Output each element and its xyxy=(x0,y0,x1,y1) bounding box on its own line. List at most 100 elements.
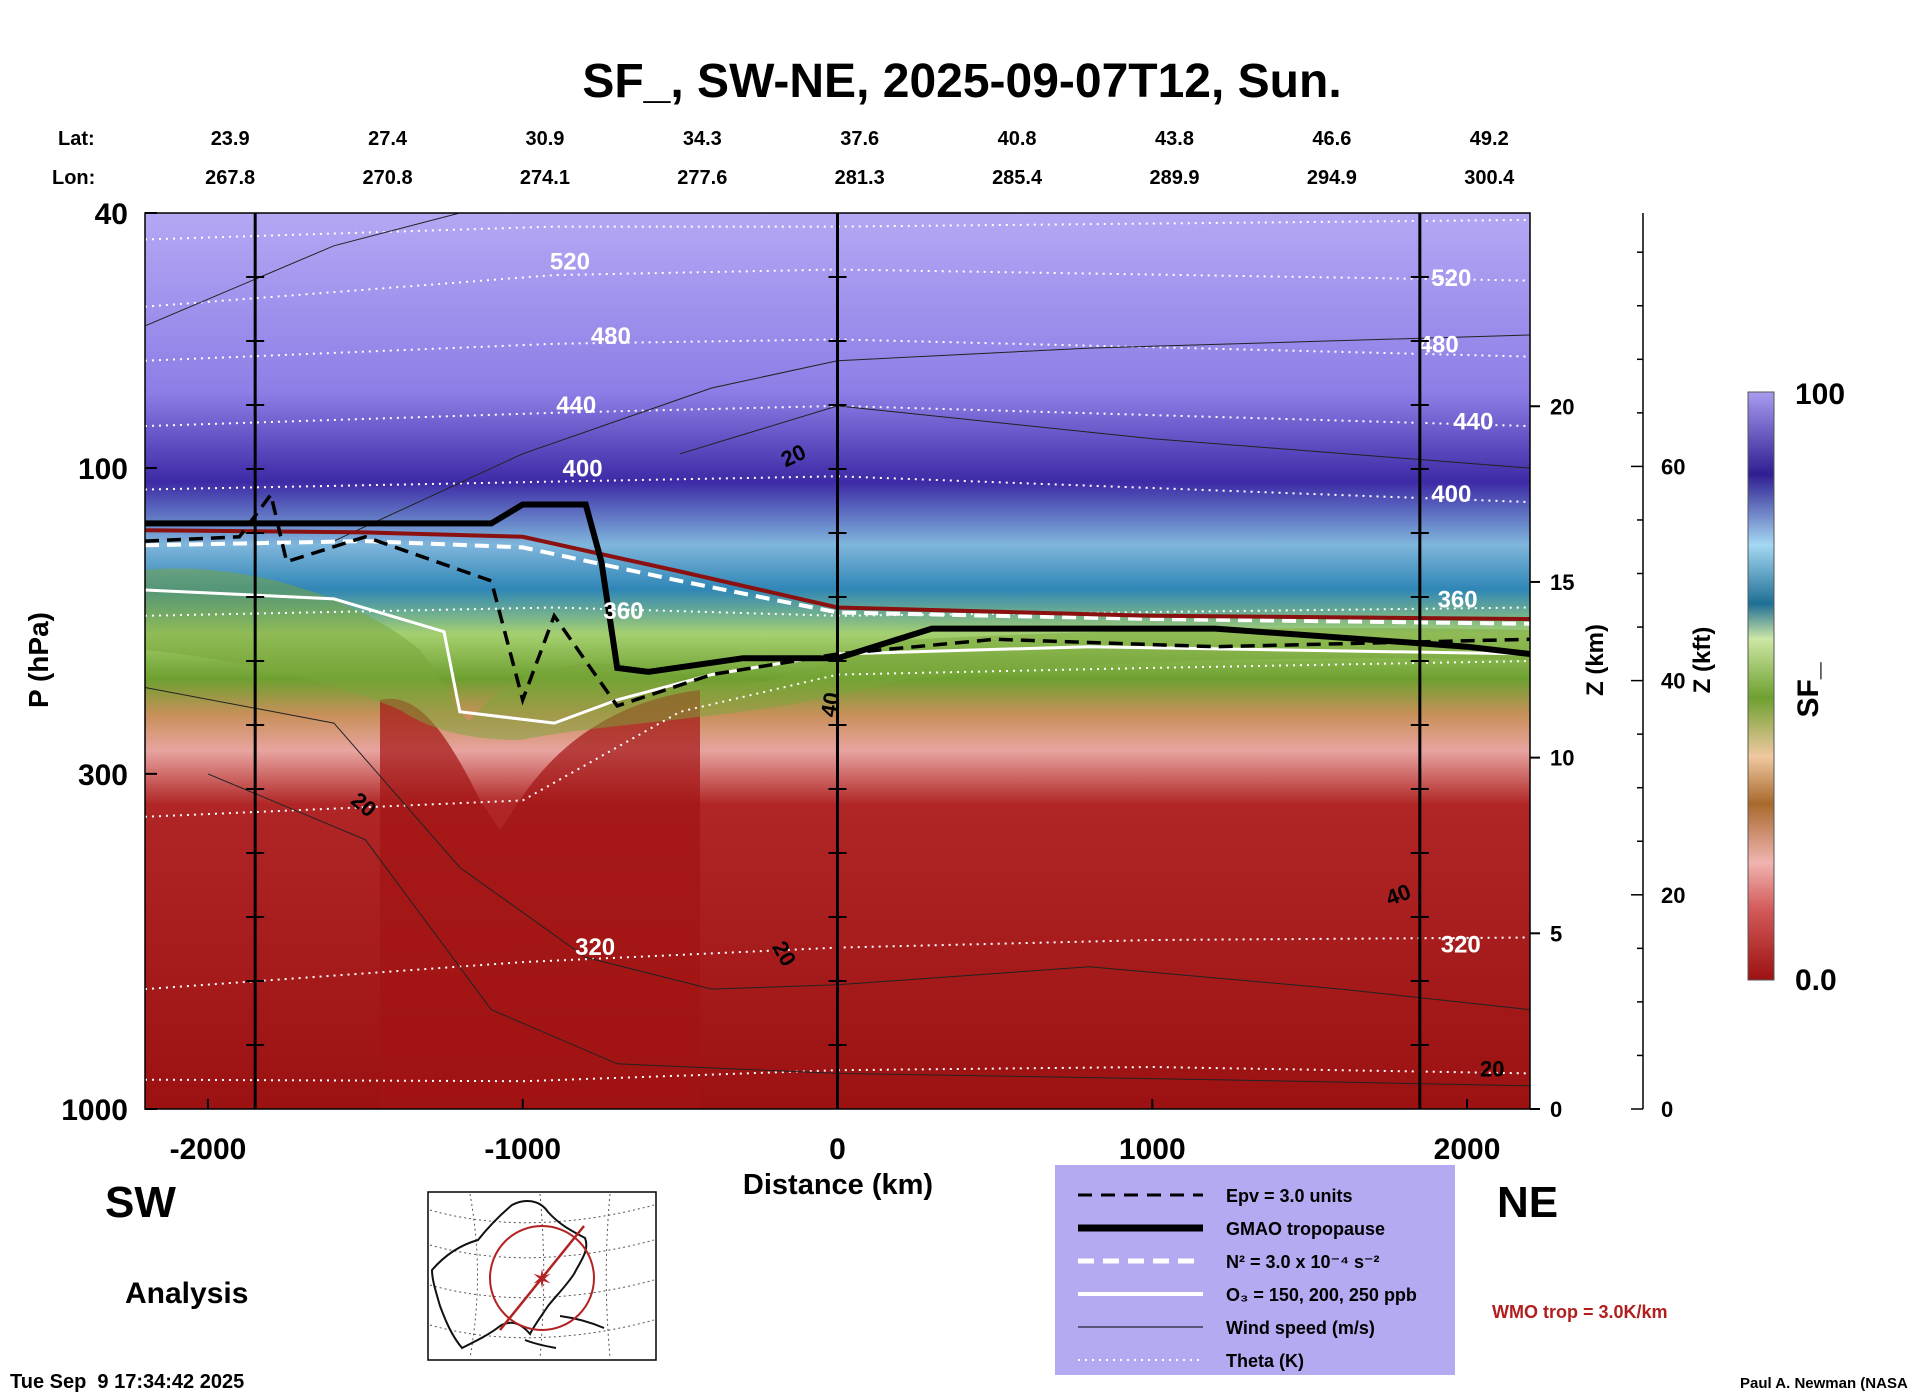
z-tick-label: 20 xyxy=(1550,394,1574,419)
colorbar-max-label: 100 xyxy=(1795,378,1845,411)
sf-green-region xyxy=(145,568,1530,740)
theta-label: 400 xyxy=(1431,481,1471,508)
theta-contour xyxy=(145,218,1530,241)
lon-value: 274.1 xyxy=(520,167,570,189)
y-axis-title: P (hPa) xyxy=(23,612,54,708)
colorbar-min-label: 0.0 xyxy=(1795,964,1837,997)
theta-label: 360 xyxy=(603,598,643,625)
x-tick-label: 0 xyxy=(829,1133,846,1166)
wind-speed-contour xyxy=(207,773,1530,1087)
inset-map-transect xyxy=(499,1225,585,1331)
x-tick-label: 2000 xyxy=(1434,1133,1501,1166)
gmao-tropopause-line xyxy=(145,501,1530,675)
legend-label: Wind speed (m/s) xyxy=(1226,1318,1375,1338)
lon-label: Lon: xyxy=(52,167,95,189)
wind-speed-contour xyxy=(679,405,1530,469)
lat-value: 49.2 xyxy=(1470,128,1509,150)
inset-map-coastline xyxy=(430,1199,605,1350)
theta-contour xyxy=(145,606,1530,617)
y-tick-label: 300 xyxy=(78,759,128,792)
credit-label: Paul A. Newman (NASA xyxy=(1740,1375,1908,1392)
colorbar-title: SF_ xyxy=(1792,662,1825,717)
theta-label: 320 xyxy=(1441,932,1481,959)
zkft-axis-title: Z (kft) xyxy=(1689,627,1716,694)
lon-value: 277.6 xyxy=(677,167,727,189)
wind-speed-label: 20 xyxy=(1480,1057,1504,1082)
inset-map: ✶ xyxy=(427,1191,657,1361)
wind-speed-label: 40 xyxy=(816,690,845,718)
z-axis-title: Z (km) xyxy=(1582,624,1609,696)
y-tick-label: 40 xyxy=(95,198,128,231)
legend-label: Epv = 3.0 units xyxy=(1226,1186,1353,1206)
colorbar-gradient xyxy=(1747,391,1775,981)
lat-value: 46.6 xyxy=(1312,128,1351,150)
wmo-tropopause-line xyxy=(145,528,1530,621)
theta-label: 480 xyxy=(591,323,631,350)
wind-speed-contour xyxy=(145,687,1530,1011)
wind-speed-contour xyxy=(145,213,460,327)
lat-value: 43.8 xyxy=(1155,128,1194,150)
sw-label: SW xyxy=(105,1178,176,1227)
theta-label: 320 xyxy=(575,934,615,961)
theta-contour xyxy=(145,404,1530,428)
lat-value: 27.4 xyxy=(368,128,408,150)
lon-value: 270.8 xyxy=(363,167,413,189)
y-tick-label: 100 xyxy=(78,453,128,486)
z-tick-label: 0 xyxy=(1550,1097,1562,1122)
inset-map-range-circle xyxy=(489,1225,595,1331)
lon-value: 300.4 xyxy=(1464,167,1515,189)
lat-value: 34.3 xyxy=(683,128,722,150)
ne-label: NE xyxy=(1497,1178,1558,1227)
lat-label: Lat: xyxy=(58,128,95,150)
lat-value: 40.8 xyxy=(998,128,1037,150)
zkft-tick-label: 20 xyxy=(1661,883,1685,908)
theta-contour xyxy=(145,475,1530,504)
colorbar: 100 0.0 SF_ xyxy=(1747,378,1845,997)
analysis-label: Analysis xyxy=(125,1277,248,1310)
theta-label: 360 xyxy=(1438,586,1478,613)
lat-lon-values: 23.9 27.4 30.9 34.3 37.6 40.8 43.8 46.6 49.2 267.… xyxy=(205,128,1515,189)
lon-value: 285.4 xyxy=(992,167,1043,189)
theta-label: 480 xyxy=(1419,331,1459,358)
legend-box xyxy=(1055,1165,1455,1375)
theta-contour xyxy=(145,660,1530,818)
x-tick-label: 1000 xyxy=(1119,1133,1186,1166)
legend-label: GMAO tropopause xyxy=(1226,1219,1385,1239)
lat-value: 37.6 xyxy=(840,128,879,150)
x-tick-label: -1000 xyxy=(484,1133,561,1166)
theta-label: 440 xyxy=(556,392,596,419)
z-tick-label: 15 xyxy=(1550,570,1574,595)
x-tick-label: -2000 xyxy=(170,1133,247,1166)
lon-value: 289.9 xyxy=(1149,167,1199,189)
n2-contour xyxy=(145,539,1530,626)
x-axis-title: Distance (km) xyxy=(743,1169,933,1201)
zkft-tick-label: 40 xyxy=(1661,669,1685,694)
sf-red-bulge xyxy=(380,690,700,1109)
zkft-tick-label: 60 xyxy=(1661,454,1685,479)
lon-value: 281.3 xyxy=(835,167,885,189)
inset-map-gridlines xyxy=(429,1193,655,1359)
ozone-contour xyxy=(145,588,1530,725)
epv-contour xyxy=(145,490,1530,708)
chart-title: SF_, SW-NE, 2025-09-07T12, Sun. xyxy=(582,55,1341,108)
legend-label: O₃ = 150, 200, 250 ppb xyxy=(1226,1285,1417,1305)
theta-label: 440 xyxy=(1453,408,1493,435)
inset-map-center-star-icon: ✶ xyxy=(531,1264,553,1294)
lat-value: 23.9 xyxy=(211,128,250,150)
z-tick-label: 10 xyxy=(1550,746,1574,771)
wmo-trop-label: WMO trop = 3.0K/km xyxy=(1492,1302,1668,1322)
legend: Epv = 3.0 units GMAO tropopause N² = 3.0 x… xyxy=(1055,1165,1455,1375)
theta-label: 520 xyxy=(1431,265,1471,292)
theta-label: 520 xyxy=(550,248,590,275)
theta-label: 400 xyxy=(563,455,603,482)
y-tick-label: 1000 xyxy=(61,1094,128,1127)
lon-value: 294.9 xyxy=(1307,167,1357,189)
z-tick-label: 5 xyxy=(1550,921,1562,946)
theta-contour xyxy=(145,338,1530,362)
legend-label: N² = 3.0 x 10⁻⁴ s⁻² xyxy=(1226,1252,1379,1272)
timestamp: Tue Sep 9 17:34:42 2025 xyxy=(10,1371,244,1393)
zkft-tick-label: 0 xyxy=(1661,1097,1673,1122)
lat-value: 30.9 xyxy=(525,128,564,150)
wind-speed-contour xyxy=(333,334,1530,542)
legend-label: Theta (K) xyxy=(1226,1351,1304,1371)
